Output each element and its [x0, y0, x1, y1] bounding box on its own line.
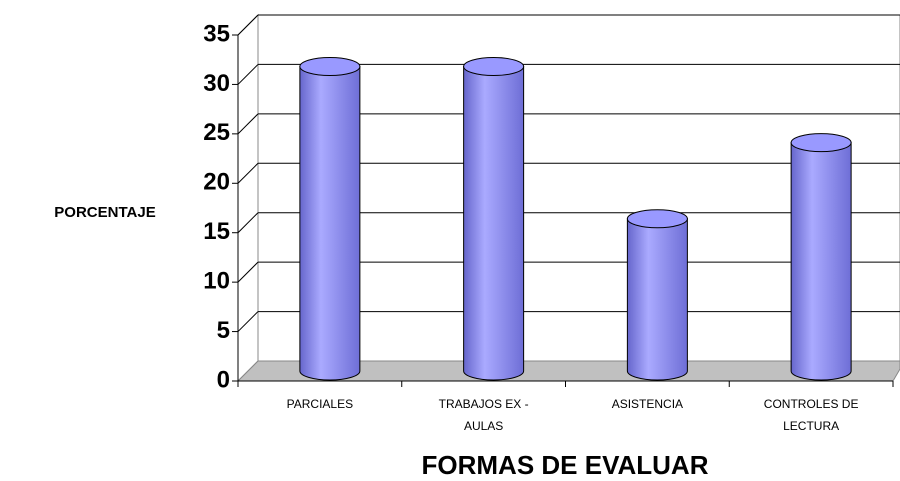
grid-line — [237, 212, 259, 234]
x-tick-label: ASISTENCIA — [612, 397, 683, 411]
grid-line — [237, 14, 259, 36]
bar-top — [626, 209, 688, 229]
bar — [299, 66, 361, 381]
bar — [463, 66, 525, 381]
grid-line — [237, 113, 259, 135]
y-tick-label: 10 — [203, 267, 230, 294]
bar — [790, 142, 852, 381]
grid-line — [237, 261, 259, 283]
side-wall — [237, 13, 259, 383]
y-tick-label: 20 — [203, 169, 230, 196]
y-tick-label: 0 — [217, 366, 230, 393]
bar-top — [463, 57, 525, 77]
grid-line — [237, 311, 259, 332]
y-tick-label: 25 — [203, 119, 230, 146]
y-tick-label: 15 — [203, 218, 230, 245]
x-tick-label: PARCIALES — [287, 397, 353, 411]
y-tick-label: 5 — [217, 317, 230, 344]
x-axis-label: FORMAS DE EVALUAR — [422, 450, 709, 480]
y-axis-label: PORCENTAJE — [54, 204, 155, 221]
x-tick-label: TRABAJOS EX -AULAS — [439, 397, 529, 433]
x-tick-label: CONTROLES DE LECTURA — [764, 397, 859, 433]
grid-line — [237, 64, 259, 85]
y-tick-label: 35 — [203, 20, 230, 47]
bar-top — [790, 133, 852, 153]
grid-line — [237, 162, 259, 184]
bar — [626, 218, 688, 381]
bar-top — [299, 57, 361, 77]
y-tick-label: 30 — [203, 70, 230, 97]
